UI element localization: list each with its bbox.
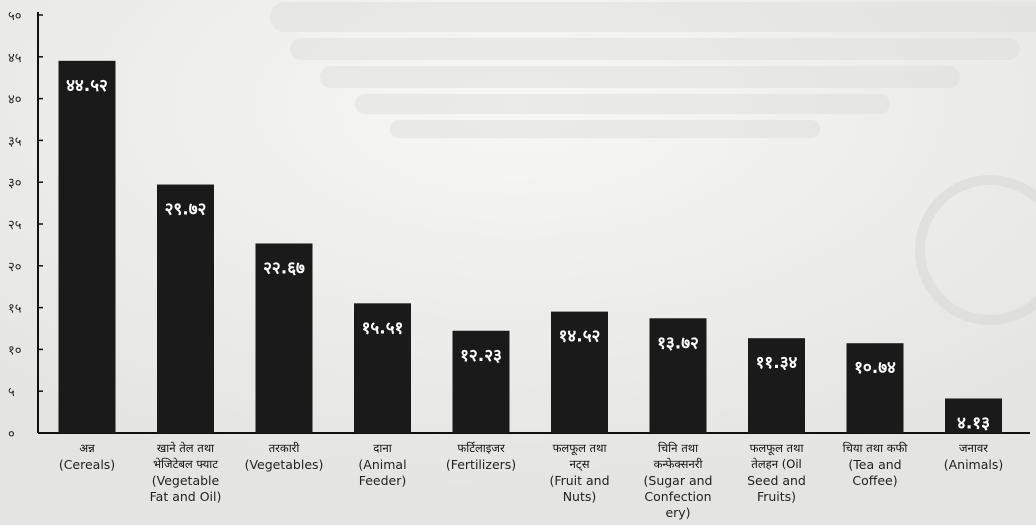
category-label-en: Feeder) bbox=[359, 473, 407, 488]
category-label-np: नट्स bbox=[570, 457, 590, 471]
bar bbox=[354, 303, 411, 433]
y-tick-label: २० bbox=[8, 260, 22, 275]
y-tick-label: ३५ bbox=[8, 134, 22, 149]
bar-value-label: ४४.५२ bbox=[66, 76, 108, 96]
bar-value-label: २९.७२ bbox=[165, 200, 207, 220]
category-label-en: Fruits) bbox=[757, 489, 796, 504]
bar bbox=[945, 398, 1002, 433]
category-label-np: खाने तेल तथा bbox=[157, 441, 215, 455]
background-swirl bbox=[355, 94, 890, 114]
bar-value-label: ११.३४ bbox=[756, 353, 798, 373]
bar bbox=[748, 338, 805, 433]
bar-value-label: १०.७४ bbox=[854, 358, 896, 378]
category-label-en: Seed and bbox=[747, 473, 806, 488]
category-label-en: (Fertilizers) bbox=[446, 457, 516, 472]
y-tick-label: २५ bbox=[8, 218, 22, 233]
y-tick-label: ४५ bbox=[8, 51, 22, 66]
category-label-np: चिया तथा कफी bbox=[843, 441, 909, 455]
bar-value-label: ४.१३ bbox=[957, 413, 990, 433]
bar bbox=[551, 311, 608, 433]
category-label-en: (Animal bbox=[358, 457, 406, 472]
background-swirl bbox=[390, 120, 820, 138]
category-label-en: Coffee) bbox=[852, 473, 897, 488]
y-tick-label: ५ bbox=[8, 385, 15, 400]
category-label-np: तरकारी bbox=[269, 441, 301, 455]
y-tick-label: १५ bbox=[8, 302, 22, 317]
y-tick-label: ५० bbox=[8, 9, 22, 24]
y-tick-label: ० bbox=[8, 427, 15, 442]
bar bbox=[255, 243, 313, 433]
bar-value-label: १३.७२ bbox=[657, 333, 699, 353]
category-label-en: (Fruit and bbox=[549, 473, 609, 488]
bar bbox=[649, 318, 707, 433]
category-label-np: फलफूल तथा bbox=[750, 441, 805, 456]
category-label-np: फर्टिलाइजर bbox=[457, 441, 505, 455]
category-label-en: (Vegetable bbox=[152, 473, 220, 488]
category-label-en: Confection bbox=[644, 489, 711, 504]
category-label-en: Nuts) bbox=[563, 489, 597, 504]
category-label-en: Fat and Oil) bbox=[150, 489, 222, 504]
category-label-en: (Cereals) bbox=[59, 457, 115, 472]
category-label-np: अन्न bbox=[79, 441, 95, 455]
background-swirl bbox=[270, 2, 1036, 32]
y-tick-label: ३० bbox=[8, 176, 22, 191]
background-swirl bbox=[320, 66, 960, 88]
bar bbox=[58, 60, 116, 433]
bar bbox=[452, 330, 510, 433]
category-label-np: तेलहन (Oil bbox=[751, 457, 801, 471]
bar bbox=[157, 184, 214, 433]
category-label-en: (Animals) bbox=[944, 457, 1004, 472]
bar-value-label: १२.२३ bbox=[460, 346, 502, 366]
y-tick-label: १० bbox=[8, 343, 22, 358]
category-label-en: (Sugar and bbox=[644, 473, 713, 488]
category-labels: अन्न (Cereals) खाने तेल तथा भेजिटेबल फ्याट (… bbox=[59, 441, 1003, 520]
bar bbox=[846, 343, 904, 433]
background-swirl bbox=[290, 38, 1020, 60]
bars: ४४.५२ २९.७२ २२.६७ १५.५१ १२.२३ १४.५२ १३.७२ ११.३४… bbox=[58, 60, 1002, 433]
category-label-np: फलफूल तथा bbox=[553, 441, 608, 456]
bar-value-label: १४.५२ bbox=[559, 327, 601, 347]
category-label-np: दाना bbox=[373, 441, 392, 455]
y-tick-label: ४० bbox=[8, 93, 22, 108]
category-label-np: चिनि तथा bbox=[658, 441, 699, 455]
category-label-en: (Tea and bbox=[848, 457, 901, 472]
bar-value-label: १५.५१ bbox=[362, 318, 404, 338]
category-label-en: ery) bbox=[665, 505, 690, 520]
background-swirl bbox=[915, 175, 1036, 325]
category-label-np: कन्फेक्सनरी bbox=[654, 457, 704, 471]
bar-value-label: २२.६७ bbox=[263, 258, 305, 278]
category-label-np: भेजिटेबल फ्याट bbox=[153, 457, 218, 471]
category-label-np: जनावर bbox=[959, 441, 988, 455]
category-label-en: (Vegetables) bbox=[245, 457, 324, 472]
